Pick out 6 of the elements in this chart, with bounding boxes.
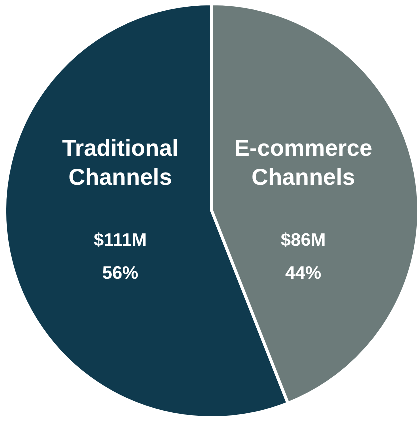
data-label: 44% — [285, 263, 322, 283]
slice-label: Traditional Channels — [62, 135, 179, 190]
data-label: 56% — [102, 263, 139, 283]
slice-label: E-commerce Channels — [234, 135, 373, 190]
text: $111M — [94, 230, 148, 250]
text: $86M — [280, 230, 326, 250]
